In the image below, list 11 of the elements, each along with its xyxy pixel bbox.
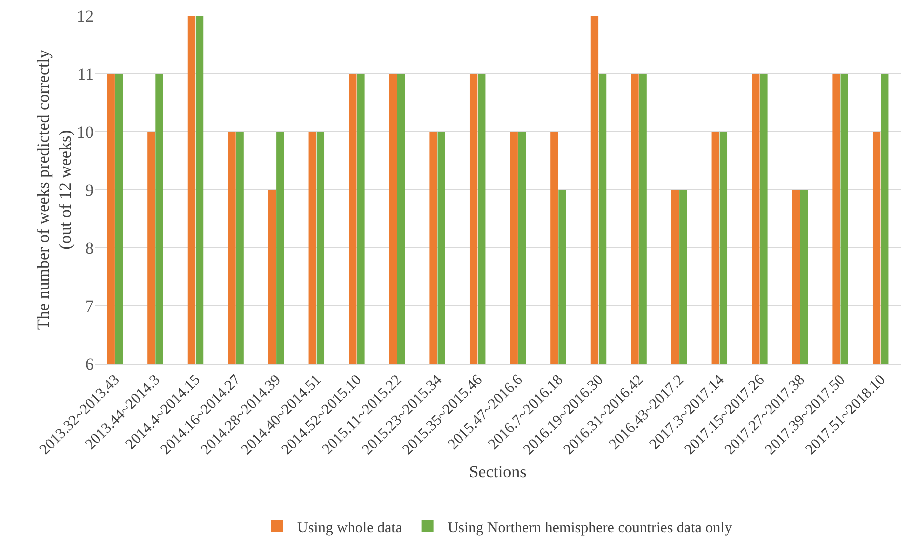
y-tick-label: 7 bbox=[86, 296, 94, 316]
legend-label: Using whole data bbox=[298, 520, 403, 536]
legend-label: Using Northern hemisphere countries data only bbox=[448, 520, 733, 536]
y-axis-title: The number of weeks predicted correctly (out of 12 weeks) bbox=[34, 50, 75, 330]
x-axis-title: Sections bbox=[469, 462, 527, 482]
y-tick-label: 8 bbox=[86, 238, 94, 258]
y-tick-label: 9 bbox=[86, 180, 94, 200]
y-tick-label: 6 bbox=[86, 354, 94, 374]
y-tick-label: 10 bbox=[77, 122, 94, 142]
y-tick-label: 12 bbox=[77, 6, 94, 26]
y-tick-label: 11 bbox=[78, 64, 94, 84]
